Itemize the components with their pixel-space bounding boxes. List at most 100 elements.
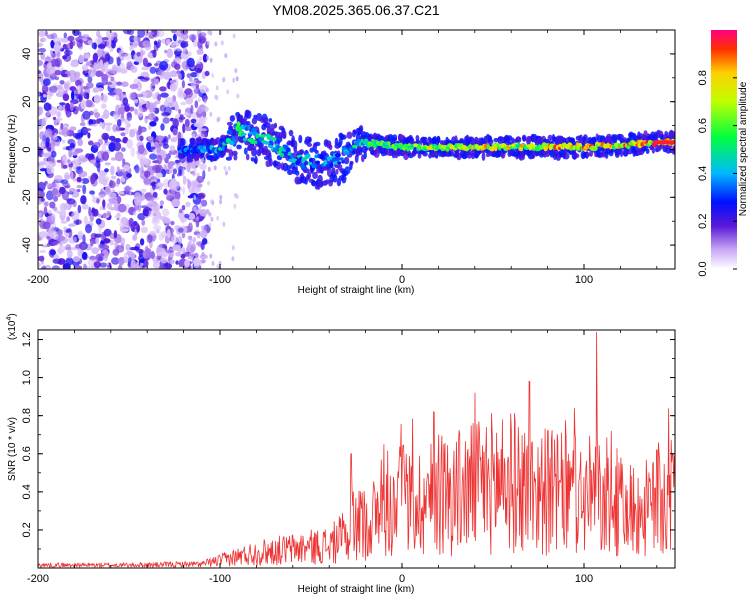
heatmap-cell <box>245 110 252 119</box>
heatmap-cell <box>72 151 79 155</box>
heatmap-cell <box>142 40 151 48</box>
heatmap-cell <box>306 142 313 147</box>
heatmap-cell <box>219 194 223 200</box>
heatmap-cell <box>148 124 152 130</box>
heatmap-cell <box>78 241 88 251</box>
heatmap-cell <box>117 203 127 213</box>
heatmap-cell <box>163 217 171 225</box>
heatmap-cell <box>69 126 77 131</box>
heatmap-cell <box>147 210 156 217</box>
heatmap-cell <box>136 51 141 57</box>
heatmap-cell <box>130 147 136 158</box>
heatmap-cell <box>65 232 70 238</box>
heatmap-cell <box>168 179 177 190</box>
heatmap-cell <box>39 191 46 198</box>
heatmap-cell <box>193 195 197 201</box>
heatmap-cell <box>108 192 117 199</box>
heatmap-cell <box>251 117 258 125</box>
heatmap-cell <box>115 126 122 132</box>
heatmap-cell <box>59 80 65 85</box>
heatmap-cell <box>188 251 195 260</box>
heatmap-cell <box>38 70 42 74</box>
heatmap-cell <box>254 155 258 165</box>
heatmap-cell <box>210 199 214 205</box>
heatmap-cell <box>99 206 104 211</box>
heatmap-cell <box>104 162 111 166</box>
heatmap-cell <box>533 136 537 142</box>
heatmap-cell <box>352 129 357 138</box>
heatmap-cell <box>65 80 72 85</box>
heatmap-cell <box>617 133 624 140</box>
heatmap-cell <box>174 63 181 70</box>
heatmap-cell <box>328 144 333 151</box>
heatmap-cell <box>222 221 226 227</box>
heatmap-cell <box>103 109 110 119</box>
heatmap-cell <box>172 33 177 42</box>
heatmap-cell <box>46 164 53 175</box>
heatmap-cell <box>87 75 93 83</box>
heatmap-cell <box>96 49 103 58</box>
heatmap-cell <box>99 59 104 69</box>
heatmap-cell <box>285 147 291 153</box>
x-tick-label: -100 <box>209 573 231 585</box>
heatmap-cell <box>121 147 126 152</box>
heatmap-cell <box>38 146 42 156</box>
spectrogram-heatmap <box>38 30 675 269</box>
heatmap-cell <box>515 136 521 141</box>
heatmap-cell <box>116 56 121 67</box>
heatmap-cell <box>206 55 210 61</box>
heatmap-cell <box>89 119 97 125</box>
heatmap-cell <box>42 78 51 86</box>
heatmap-cell <box>570 137 575 143</box>
heatmap-cell <box>140 188 147 193</box>
heatmap-cell <box>169 259 175 264</box>
heatmap-cell <box>59 202 67 212</box>
snr-multiplier-base: (x10 <box>7 320 18 340</box>
heatmap-cell <box>267 144 274 148</box>
heatmap-cell <box>72 256 80 263</box>
heatmap-cell <box>42 152 51 157</box>
heatmap-cell <box>79 90 85 96</box>
heatmap-cell <box>137 144 145 155</box>
heatmap-cell <box>194 68 203 73</box>
heatmap-cell <box>76 176 82 183</box>
heatmap-cell <box>314 149 319 154</box>
heatmap-cell <box>199 259 203 265</box>
heatmap-cell <box>211 261 215 266</box>
heatmap-cell <box>105 185 111 193</box>
heatmap-cell <box>195 80 202 84</box>
heatmap-cell <box>62 93 70 102</box>
heatmap-cell <box>180 138 186 147</box>
heatmap-cell <box>184 126 193 132</box>
heatmap-cell <box>122 97 129 106</box>
heatmap-cell <box>213 165 217 171</box>
heatmap-cell <box>72 159 79 165</box>
heatmap-cell <box>216 117 220 123</box>
heatmap-cell <box>233 154 238 161</box>
heatmap-cell <box>132 128 138 134</box>
snr-multiplier-close: ) <box>7 313 18 316</box>
heatmap-cell <box>344 166 351 175</box>
heatmap-cell <box>315 160 321 165</box>
heatmap-cell <box>164 49 168 54</box>
heatmap-cell <box>60 122 64 130</box>
heatmap-cell <box>62 263 71 269</box>
heatmap-cell <box>436 137 441 143</box>
heatmap-cell <box>358 149 363 156</box>
heatmap-cell <box>197 187 201 192</box>
heatmap-cell <box>118 50 124 57</box>
heatmap-cell <box>159 60 169 71</box>
heatmap-cell <box>200 131 208 138</box>
heatmap-cell <box>143 260 149 268</box>
heatmap-cell <box>222 76 226 82</box>
heatmap-cell <box>146 234 153 244</box>
heatmap-cell <box>221 145 225 151</box>
heatmap-cell <box>129 92 136 100</box>
snr-series-line <box>38 331 675 568</box>
heatmap-cell <box>111 257 120 265</box>
heatmap-cell <box>577 142 583 148</box>
heatmap-cell <box>101 144 107 153</box>
heatmap-cell <box>226 129 233 135</box>
heatmap-cell <box>56 111 62 118</box>
heatmap-cell <box>166 38 171 45</box>
